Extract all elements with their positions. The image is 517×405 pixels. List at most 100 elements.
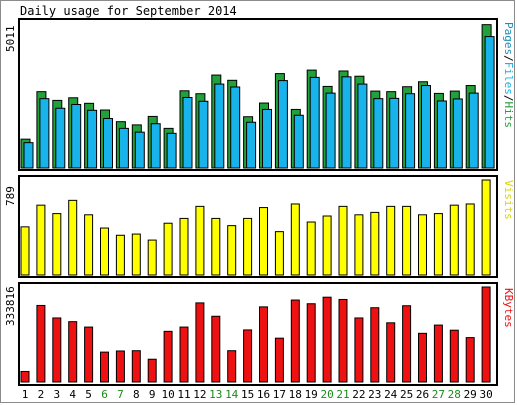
kbytes-bar xyxy=(195,302,205,383)
files-bar xyxy=(39,98,50,169)
kbytes-bar xyxy=(131,350,141,383)
visits-bar xyxy=(402,205,412,276)
day-label: 13 xyxy=(209,388,223,401)
files-bar xyxy=(277,80,288,169)
files-bar xyxy=(357,83,368,169)
kbytes-bar xyxy=(386,322,396,383)
visits-bar xyxy=(338,205,348,276)
visits-bar xyxy=(449,204,459,276)
visits-bar xyxy=(20,226,30,276)
kbytes-bar xyxy=(322,296,332,383)
files-bar xyxy=(103,117,113,169)
day-label: 23 xyxy=(368,388,382,401)
visits-bar xyxy=(211,217,221,276)
visits-bar xyxy=(227,225,237,276)
day-label: 15 xyxy=(240,388,255,401)
visits-bar xyxy=(259,207,268,276)
visits-bar xyxy=(290,203,300,276)
day-label: 22 xyxy=(352,388,366,401)
files-bar xyxy=(198,100,209,169)
day-label: 21 xyxy=(336,388,350,401)
kbytes-bar xyxy=(179,326,189,383)
kbytes-bar xyxy=(402,305,412,383)
visits-bar xyxy=(100,227,109,276)
day-label: 5 xyxy=(85,388,92,401)
kbytes-bar xyxy=(354,317,364,383)
files-bar xyxy=(23,142,34,169)
kbytes-bar xyxy=(68,321,78,383)
files-bar xyxy=(262,108,272,169)
kbytes-bar xyxy=(20,370,30,383)
day-label: 12 xyxy=(193,388,207,401)
kbytes-bar xyxy=(36,304,46,383)
visits-bar xyxy=(36,204,46,276)
day-label: 10 xyxy=(161,388,175,401)
day-label: 19 xyxy=(304,388,318,401)
day-label: 17 xyxy=(272,388,287,401)
visits-bar xyxy=(115,234,125,276)
kbytes-bar xyxy=(84,326,94,383)
visits-bar xyxy=(243,217,253,276)
visits-bar xyxy=(195,205,205,276)
files-bar xyxy=(405,93,416,169)
day-label: 26 xyxy=(415,388,430,401)
visits-bar xyxy=(306,221,316,276)
files-bar xyxy=(118,127,129,169)
kbytes-bar xyxy=(147,358,157,383)
kbytes-bar xyxy=(227,350,237,383)
files-bar xyxy=(341,76,352,169)
files-bar xyxy=(452,98,463,169)
day-label: 8 xyxy=(132,388,140,401)
kbytes-bar xyxy=(418,332,427,383)
day-label: 4 xyxy=(69,388,76,401)
visits-bar xyxy=(274,231,284,276)
day-label: 25 xyxy=(399,388,414,401)
kbytes-bar xyxy=(100,351,109,383)
visits-bar xyxy=(68,199,78,276)
files-bar xyxy=(309,76,320,169)
day-label: 1 xyxy=(21,388,29,401)
day-label: 9 xyxy=(148,388,156,401)
files-bar xyxy=(293,114,304,169)
files-bar xyxy=(373,98,384,169)
kbytes-bar xyxy=(481,286,491,383)
day-label: 24 xyxy=(384,388,398,401)
day-label: 27 xyxy=(431,388,446,401)
kbytes-bar xyxy=(370,307,380,383)
kbytes-bar xyxy=(433,324,443,383)
files-bar xyxy=(389,97,400,169)
files-bar xyxy=(134,131,145,169)
kbytes-bar xyxy=(465,337,475,383)
files-bar xyxy=(71,103,82,169)
day-label: 29 xyxy=(463,388,477,401)
kbytes-bar xyxy=(449,329,459,383)
files-bar xyxy=(214,83,225,169)
files-bar xyxy=(87,109,98,169)
files-bar xyxy=(182,96,193,169)
visits-bar xyxy=(418,214,427,276)
files-bar xyxy=(436,100,447,169)
kbytes-bar xyxy=(211,315,221,383)
files-bar xyxy=(421,85,431,169)
files-bar xyxy=(246,121,257,169)
day-label: 18 xyxy=(288,388,302,401)
chart-title: Daily usage for September 2014 xyxy=(20,4,237,18)
kbytes-bar xyxy=(52,317,62,383)
kbytes-bar xyxy=(163,330,173,383)
files-bar xyxy=(150,123,161,169)
day-label: 16 xyxy=(256,388,271,401)
day-label: 14 xyxy=(225,388,239,401)
kbytes-bar xyxy=(259,306,268,383)
visits-bar xyxy=(84,214,94,276)
files-bar xyxy=(468,92,479,169)
visits-bar xyxy=(52,213,62,276)
files-bar xyxy=(166,132,177,169)
day-label: 28 xyxy=(447,388,461,401)
visits-bar xyxy=(465,203,475,276)
visits-bar xyxy=(179,217,189,276)
day-label: 30 xyxy=(479,388,493,401)
visits-bar xyxy=(433,213,443,276)
files-bar xyxy=(55,107,66,169)
